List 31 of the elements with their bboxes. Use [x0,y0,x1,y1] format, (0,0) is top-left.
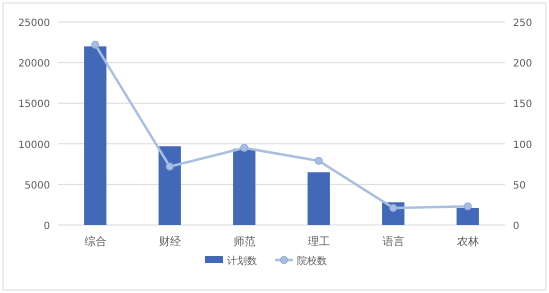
y2-tick-label: 50 [513,180,526,192]
point [240,144,248,152]
x-tick-label: 语言 [382,235,404,248]
y-tick-label: 5000 [24,180,50,192]
x-tick-label: 财经 [158,235,181,248]
x-tick-label: 师范 [233,235,256,248]
y2-tick-label: 100 [513,140,532,151]
bar [158,146,181,225]
point [166,162,174,171]
y-tick-label: 20000 [18,58,50,70]
x-tick-label: 农林 [456,235,479,248]
point [464,202,472,210]
point [389,204,398,212]
y2-tick-label: 150 [513,99,532,110]
y-tick-label: 15000 [18,99,50,110]
point [314,156,323,165]
y-tick-label: 0 [44,221,50,232]
bar [308,172,330,225]
bar [233,148,256,225]
bar [84,46,106,225]
point [91,40,100,49]
x-tick-label: 综合 [84,235,106,248]
y2-tick-label: 0 [513,221,520,232]
x-tick-label: 理工 [308,235,330,248]
bar [456,208,479,225]
y2-tick-label: 250 [513,18,532,29]
legend-label: 计划数 [227,255,257,267]
legend-label: 院校数 [297,255,327,267]
y2-tick-label: 200 [513,58,532,70]
y-tick-label: 10000 [18,140,50,151]
y-tick-label: 25000 [18,18,50,29]
